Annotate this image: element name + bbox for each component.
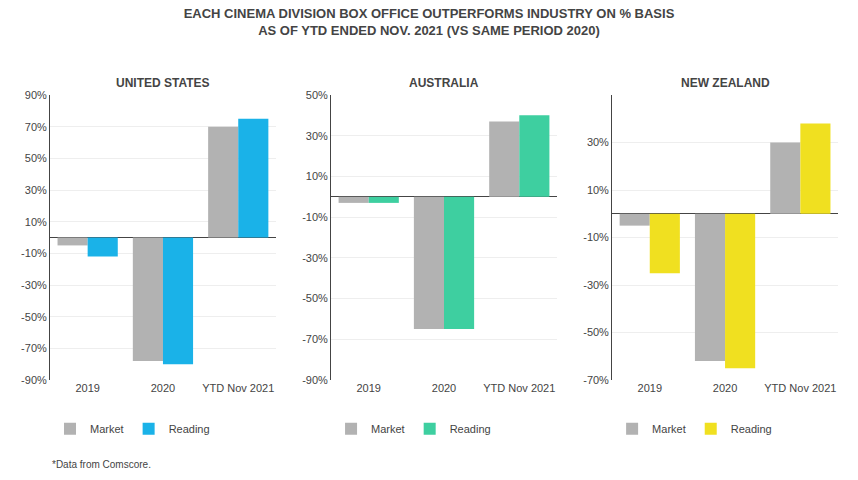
svg-text:-90%: -90% xyxy=(302,374,328,386)
svg-text:-30%: -30% xyxy=(302,252,328,264)
svg-text:YTD Nov 2021: YTD Nov 2021 xyxy=(483,382,555,394)
svg-text:2020: 2020 xyxy=(432,382,456,394)
svg-text:EACH CINEMA DIVISION BOX OFFIC: EACH CINEMA DIVISION BOX OFFICE OUTPERFO… xyxy=(184,6,675,38)
svg-text:2019: 2019 xyxy=(356,382,380,394)
svg-text:-70%: -70% xyxy=(302,333,328,345)
svg-text:2020: 2020 xyxy=(713,382,737,394)
svg-text:Market: Market xyxy=(90,423,124,435)
svg-text:30%: 30% xyxy=(306,130,328,142)
svg-text:30%: 30% xyxy=(587,136,609,148)
svg-text:-50%: -50% xyxy=(21,311,47,323)
svg-text:Market: Market xyxy=(652,423,686,435)
svg-text:Reading: Reading xyxy=(450,423,491,435)
svg-text:NEW ZEALAND: NEW ZEALAND xyxy=(681,76,770,90)
svg-text:-30%: -30% xyxy=(21,279,47,291)
svg-text:-50%: -50% xyxy=(302,292,328,304)
svg-text:-70%: -70% xyxy=(21,342,47,354)
svg-text:30%: 30% xyxy=(25,184,47,196)
svg-text:50%: 50% xyxy=(306,89,328,101)
svg-text:2019: 2019 xyxy=(75,382,99,394)
svg-text:10%: 10% xyxy=(306,170,328,182)
svg-text:2019: 2019 xyxy=(638,382,662,394)
svg-text:50%: 50% xyxy=(25,152,47,164)
svg-text:-30%: -30% xyxy=(583,279,609,291)
svg-text:-90%: -90% xyxy=(21,374,47,386)
svg-text:10%: 10% xyxy=(587,184,609,196)
svg-text:-10%: -10% xyxy=(302,211,328,223)
svg-text:-70%: -70% xyxy=(583,374,609,386)
svg-text:-10%: -10% xyxy=(21,247,47,259)
svg-text:2020: 2020 xyxy=(151,382,175,394)
svg-text:Reading: Reading xyxy=(731,423,772,435)
svg-text:YTD Nov 2021: YTD Nov 2021 xyxy=(764,382,836,394)
svg-text:*Data from Comscore.: *Data from Comscore. xyxy=(52,459,151,470)
svg-text:70%: 70% xyxy=(25,121,47,133)
svg-text:UNITED STATES: UNITED STATES xyxy=(116,76,210,90)
svg-text:YTD Nov 2021: YTD Nov 2021 xyxy=(202,382,274,394)
svg-text:90%: 90% xyxy=(25,89,47,101)
svg-text:Market: Market xyxy=(371,423,405,435)
svg-text:AUSTRALIA: AUSTRALIA xyxy=(409,76,479,90)
svg-text:-50%: -50% xyxy=(583,326,609,338)
svg-text:-10%: -10% xyxy=(583,231,609,243)
svg-text:10%: 10% xyxy=(25,216,47,228)
svg-text:Reading: Reading xyxy=(169,423,210,435)
